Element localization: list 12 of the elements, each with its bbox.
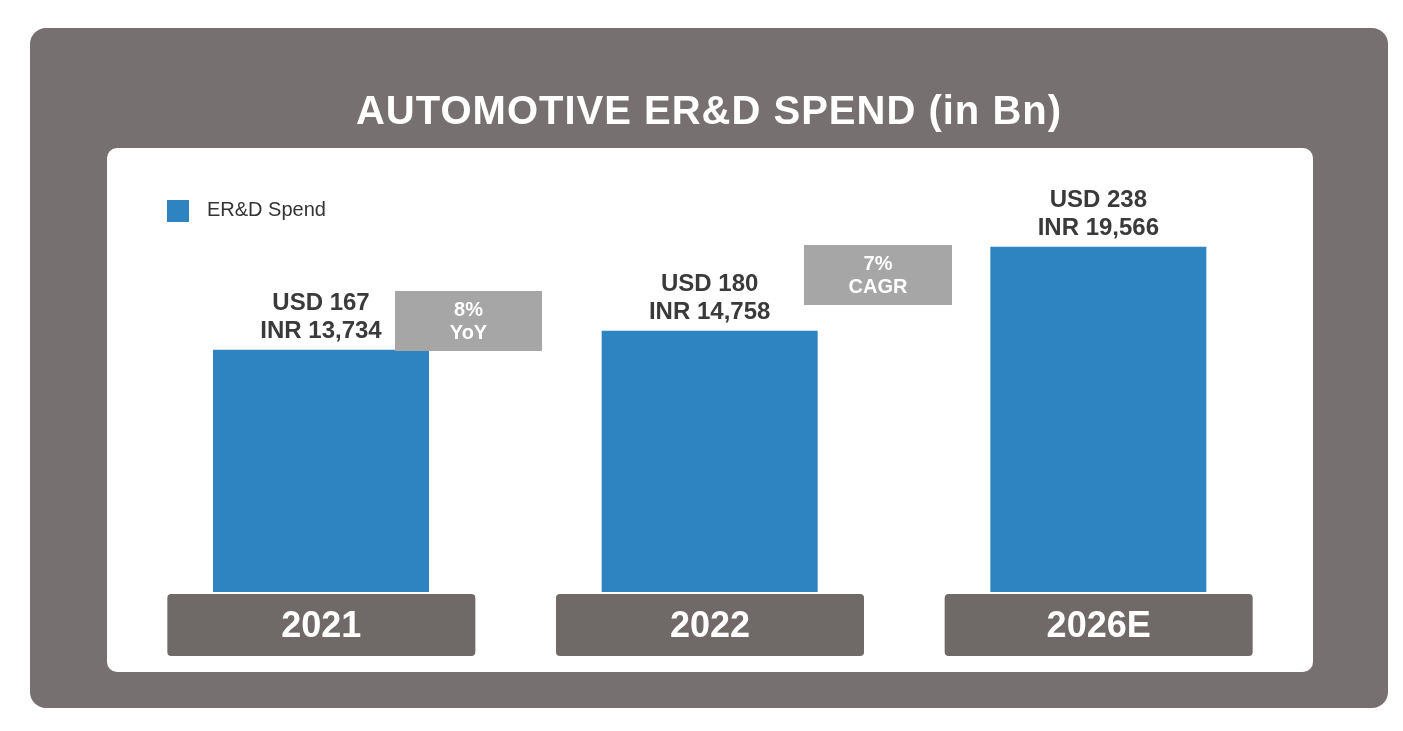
x-tick-label: 2021: [281, 604, 362, 645]
callout-box: 8% YoY: [395, 291, 542, 351]
data-label: USD 167 INR 13,734: [260, 287, 383, 343]
x-tick-label: 2022: [669, 604, 751, 645]
legend-label: ER&D Spend: [207, 198, 326, 220]
callout-box: 7% CAGR: [804, 245, 952, 305]
annotation: 7% CAGR: [847, 252, 909, 298]
x-tick-label: 2026E: [1046, 604, 1151, 645]
data-label: USD 180 INR 14,758: [648, 268, 771, 324]
data-label: USD 238 INR 19,566: [1037, 184, 1160, 240]
chart-title: AUTOMOTIVE ER&D SPEND (in Bn): [354, 88, 1064, 133]
annotation: 8% YoY: [448, 298, 489, 344]
